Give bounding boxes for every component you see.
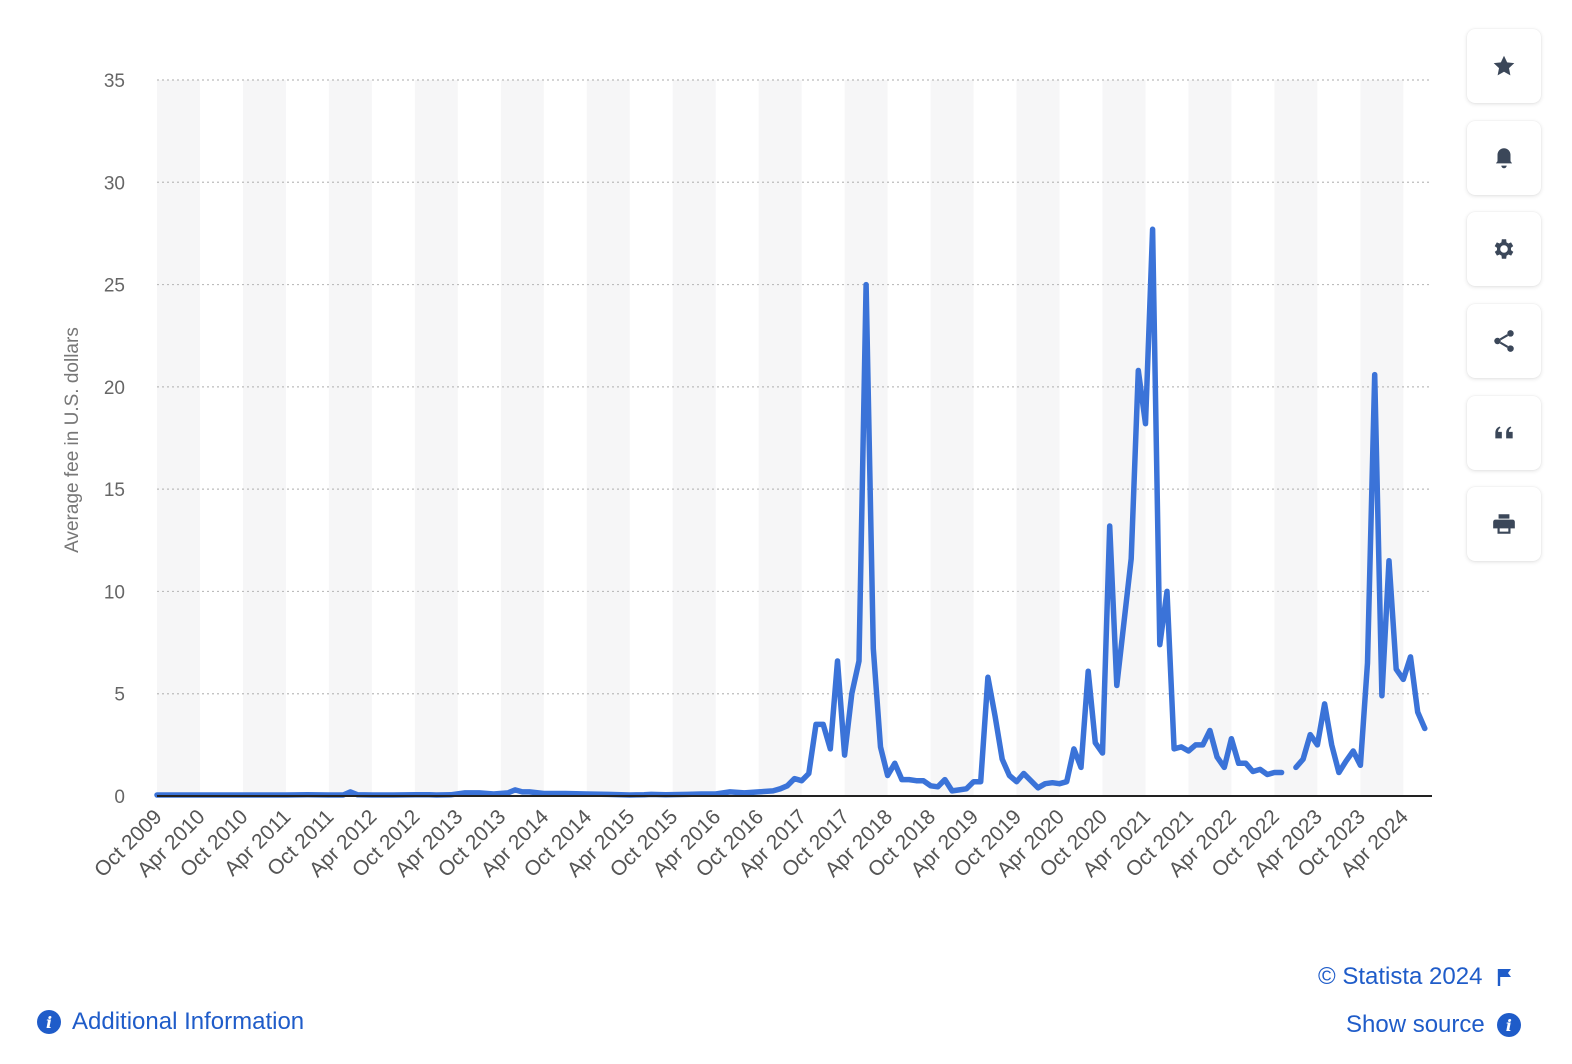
y-tick-label: 35 [104,71,125,92]
y-tick-label: 15 [104,480,125,501]
background-band [242,80,286,796]
background-band [930,80,974,796]
background-band [1102,80,1146,796]
flag-icon [1498,969,1512,986]
series-lines [154,226,1428,798]
background-band [1016,80,1060,796]
additional-information-label: Additional Information [72,1008,305,1035]
star-icon [1493,55,1515,76]
y-tick-label: 10 [104,582,125,603]
share-icon [1494,330,1514,352]
background-band [758,80,802,796]
star-button[interactable] [1467,29,1541,103]
y-tick-label: 20 [104,378,125,399]
info-icon: i [1496,1013,1521,1037]
copyright-notice[interactable]: © Statista 2024 [1318,963,1514,991]
background-band [328,80,372,796]
background-band [157,80,200,796]
series-line [1293,371,1428,776]
background-band [500,80,544,796]
y-tick-label: 5 [114,685,125,706]
print-button[interactable] [1467,487,1541,561]
y-tick-label: 0 [114,787,125,808]
background-band [586,80,630,796]
background-band [1188,80,1232,796]
additional-information-link[interactable]: i Additional Information [37,1008,304,1036]
y-tick-label: 30 [104,173,125,194]
show-source-label: Show source [1346,1011,1485,1038]
background-band [844,80,888,796]
background-band [1274,80,1318,796]
info-icon: i [37,1010,61,1034]
gear-icon [1494,239,1514,259]
quote-icon [1495,426,1513,439]
cite-button[interactable] [1467,396,1541,470]
share-button[interactable] [1467,304,1541,378]
series-line [154,226,1285,798]
y-axis-ticks: 0 5 10 15 20 25 30 35 [104,71,125,808]
y-tick-label: 25 [104,276,125,297]
copyright-text: © Statista 2024 [1318,963,1483,990]
notification-button[interactable] [1467,121,1541,195]
printer-icon [1493,514,1515,534]
bell-icon [1495,148,1513,169]
show-source-link[interactable]: Show source i [1346,1011,1521,1039]
background-band [414,80,458,796]
y-axis-label: Average fee in U.S. dollars [62,327,83,553]
background-band [672,80,716,796]
background-bands [157,80,1404,796]
settings-button[interactable] [1467,212,1541,286]
